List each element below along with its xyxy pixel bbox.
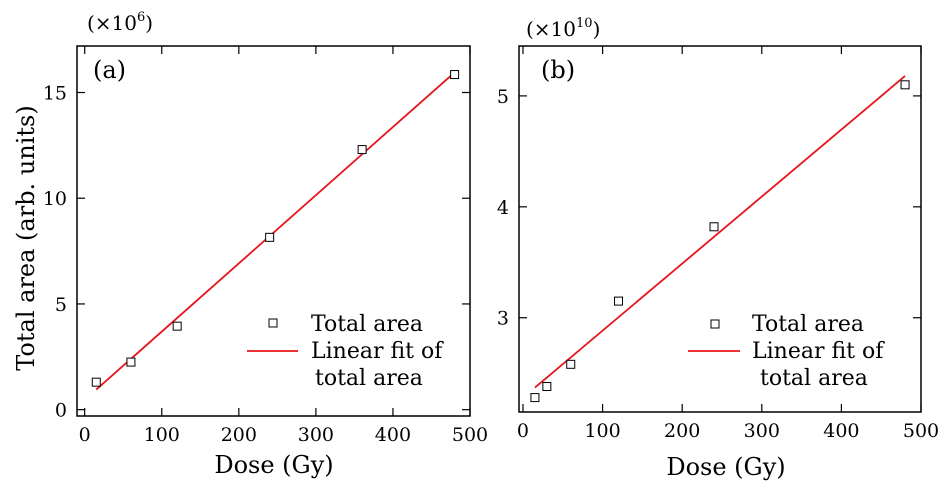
ticks-a: 0 100 200 300 400 500 0 5 10 15 <box>43 46 488 446</box>
fit-line-b <box>534 75 906 389</box>
y-tick-label-b-1: 4 <box>497 197 509 219</box>
multiplier-b: (×1010) <box>526 16 600 41</box>
panel-a: 0 100 200 300 400 500 0 5 10 15 (a) (×106) Dose (… <box>12 10 488 479</box>
legend-a: Total area Linear fit of total area <box>247 312 444 391</box>
legend-marker-label-b: Total area <box>752 312 864 337</box>
y-tick-label-a-0: 0 <box>55 400 67 422</box>
markers-a <box>91 70 460 387</box>
data-point-b-1 <box>542 381 552 391</box>
x-tick-label-a-0: 0 <box>79 424 91 446</box>
legend-b: Total area Linear fit of total area <box>688 312 885 391</box>
y-tick-label-b-2: 5 <box>497 86 509 108</box>
y-tick-label-a-3: 15 <box>43 83 67 105</box>
data-point-a-4 <box>357 145 367 155</box>
data-point-b-4 <box>709 222 719 232</box>
x-tick-label-a-5: 500 <box>452 424 488 446</box>
data-point-a-3 <box>265 232 275 242</box>
legend-line-label-1-a: Linear fit of <box>311 339 444 364</box>
x-tick-label-a-3: 300 <box>298 424 334 446</box>
data-point-b-0 <box>530 393 540 403</box>
fit-line-a <box>95 71 456 391</box>
legend-line-label-2-a: total area <box>315 366 423 391</box>
plot-frame-a <box>76 45 471 417</box>
multiplier-a: (×106) <box>87 10 153 35</box>
panel-label-a: (a) <box>93 56 126 84</box>
y-axis-title-a: Total area (arb. units) <box>12 105 40 370</box>
plot-frame-b <box>518 45 922 413</box>
x-tick-label-a-1: 100 <box>144 424 180 446</box>
data-point-a-2 <box>172 321 182 331</box>
legend-marker-label-a: Total area <box>311 312 423 337</box>
panel-label-b: (b) <box>541 56 575 84</box>
x-tick-label-b-2: 200 <box>664 420 700 442</box>
x-tick-label-b-0: 0 <box>517 420 529 442</box>
x-tick-label-b-5: 500 <box>903 420 939 442</box>
data-point-a-1 <box>126 357 136 367</box>
legend-line-label-1-b: Linear fit of <box>752 339 885 364</box>
x-tick-label-b-1: 100 <box>584 420 620 442</box>
legend-line-label-2-b: total area <box>760 366 868 391</box>
x-axis-title-a: Dose (Gy) <box>214 451 333 479</box>
data-point-b-5 <box>900 80 910 90</box>
fit-line-b <box>534 75 906 389</box>
x-axis-title-b: Dose (Gy) <box>666 453 785 481</box>
legend-marker-a <box>268 318 278 328</box>
y-tick-label-b-0: 3 <box>497 308 509 330</box>
data-point-b-2 <box>566 359 576 369</box>
markers-b <box>530 80 910 403</box>
data-point-b-3 <box>614 296 624 306</box>
fit-line-a <box>95 71 456 391</box>
legend-marker-b <box>710 319 720 329</box>
data-point-a-5 <box>450 70 460 80</box>
x-tick-label-a-2: 200 <box>221 424 257 446</box>
x-tick-label-a-4: 400 <box>375 424 411 446</box>
x-tick-label-b-4: 400 <box>823 420 859 442</box>
panel-b: 0 100 200 300 400 500 3 4 5 (b) (×1010) Dose (Gy… <box>497 16 939 481</box>
data-point-a-0 <box>91 377 101 387</box>
ticks-b: 0 100 200 300 400 500 3 4 5 <box>497 46 939 442</box>
x-tick-label-b-3: 300 <box>744 420 780 442</box>
y-tick-label-a-1: 5 <box>55 294 67 316</box>
y-tick-label-a-2: 10 <box>43 188 67 210</box>
